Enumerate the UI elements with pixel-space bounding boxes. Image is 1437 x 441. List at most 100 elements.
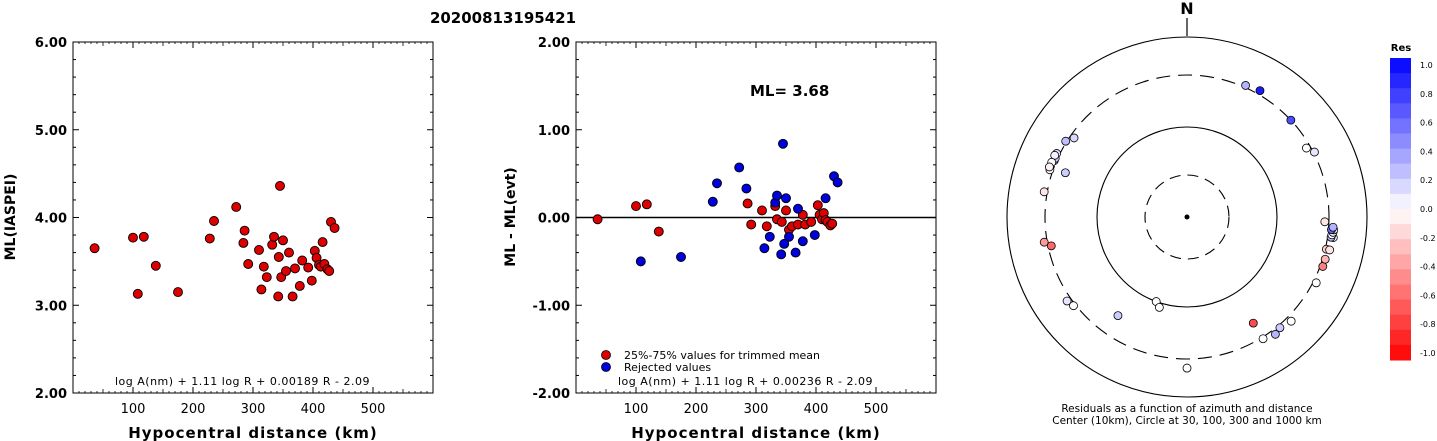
ml-annotation: ML= 3.68 [750, 82, 829, 100]
formula-label: log A(nm) + 1.11 log R + 0.00189 R - 2.0… [115, 375, 370, 388]
colorbar-segment [1390, 58, 1411, 74]
data-point [138, 231, 149, 242]
data-point [793, 203, 803, 214]
y-axis-label: ML - ML(evt) [503, 167, 519, 266]
station-marker [1302, 143, 1311, 153]
y-tick-label: 1.00 [538, 124, 570, 139]
colorbar-segment [1390, 299, 1411, 316]
data-point [287, 291, 298, 302]
data-point [764, 231, 775, 242]
station-marker [1311, 278, 1321, 288]
data-point [820, 193, 831, 204]
y-tick-label: 0.00 [538, 212, 570, 227]
colorbar-title: Res [1391, 43, 1411, 54]
ml-vs-distance-panel: 2.00 3.00 4.00 5.00 6.00 100 200 300 400 500 ML(I… [3, 36, 434, 441]
epicenter-dot [1184, 214, 1190, 220]
colorbar-segment [1390, 239, 1411, 255]
station-marker [1182, 363, 1192, 373]
data-point [238, 237, 249, 248]
station-marker [1258, 334, 1268, 344]
colorbar-segment [1390, 224, 1411, 240]
data-point [306, 275, 317, 286]
colorbar-tick-label: -0.4 [1420, 263, 1436, 272]
station-marker [1062, 296, 1072, 306]
station-marker [1046, 241, 1056, 251]
data-point [653, 226, 664, 237]
data-point [256, 284, 267, 295]
x-axis-label: Hypocentral distance (km) [631, 424, 881, 441]
colorbar-segment [1390, 314, 1411, 331]
formula-label: log A(nm) + 1.11 log R + 0.00236 R - 2.0… [618, 375, 873, 388]
x-tick-label: 200 [684, 402, 709, 417]
distance-ring [1096, 126, 1278, 308]
data-point [258, 261, 269, 272]
y-axis-label: ML(IASPEI) [3, 174, 19, 261]
colorbar-segment [1390, 133, 1411, 150]
colorbar-tick-label: -0.8 [1420, 320, 1436, 329]
colorbar-segment [1390, 284, 1411, 301]
y-tick-label: 3.00 [35, 299, 67, 314]
data-point [761, 221, 772, 232]
station-marker [1310, 147, 1319, 157]
data-point [772, 190, 782, 201]
station-marker [1039, 187, 1049, 197]
data-point [741, 183, 752, 194]
data-point [641, 199, 652, 210]
data-point [707, 196, 718, 207]
station-marker [1255, 86, 1265, 96]
station-marker [1270, 329, 1280, 339]
data-point [797, 236, 808, 247]
data-point [261, 272, 272, 283]
x-tick-label: 100 [121, 402, 146, 417]
x-tick-label: 500 [864, 402, 889, 417]
x-tick-label: 100 [624, 402, 649, 417]
y-tick-label: -1.00 [533, 299, 570, 314]
legend-marker-trimmed [601, 350, 611, 360]
colorbar-segment [1390, 178, 1411, 195]
data-point [742, 198, 753, 209]
data-point [806, 216, 817, 227]
legend-label-trimmed: 25%-75% values for trimmed mean [624, 349, 820, 362]
data-point [243, 259, 254, 269]
colorbar-tick-label: -0.2 [1420, 234, 1436, 243]
y-tick-label: 5.00 [35, 124, 67, 139]
data-point [592, 214, 603, 225]
station-marker [1060, 168, 1070, 178]
data-point [231, 202, 242, 212]
station-marker [1061, 136, 1071, 146]
data-point [89, 243, 100, 254]
data-point [712, 178, 722, 189]
data-point [209, 216, 219, 226]
station-marker [1286, 316, 1296, 326]
data-point [278, 235, 288, 246]
data-point [781, 193, 791, 204]
data-point [781, 205, 791, 216]
station-marker [1069, 301, 1078, 311]
legend-marker-rejected [601, 362, 611, 372]
distance-ring [1006, 36, 1368, 398]
y-tick-label: 4.00 [35, 212, 67, 227]
data-point [317, 237, 328, 248]
data-point [779, 238, 790, 249]
data-point [631, 201, 641, 212]
data-point [324, 266, 335, 276]
data-point [329, 223, 340, 233]
station-marker [1241, 81, 1250, 90]
data-point [128, 232, 138, 243]
colorbar-tick-label: -1.0 [1420, 349, 1436, 358]
colorbar-segment [1390, 88, 1411, 104]
caption-line-2: Center (10km), Circle at 30, 100, 300 an… [1052, 415, 1322, 427]
colorbar-tick-label: 0.8 [1420, 90, 1433, 99]
colorbar-segment [1390, 254, 1411, 270]
data-point [273, 252, 284, 262]
station-marker [1275, 323, 1285, 333]
data-point [281, 266, 291, 276]
y-tick-label: 2.00 [35, 387, 67, 402]
data-point [776, 216, 787, 227]
colorbar-tick-label: 0.6 [1420, 119, 1433, 128]
x-tick-label: 200 [181, 402, 206, 417]
data-point [239, 225, 250, 236]
data-point [832, 177, 843, 188]
colorbar-segment [1390, 329, 1411, 346]
